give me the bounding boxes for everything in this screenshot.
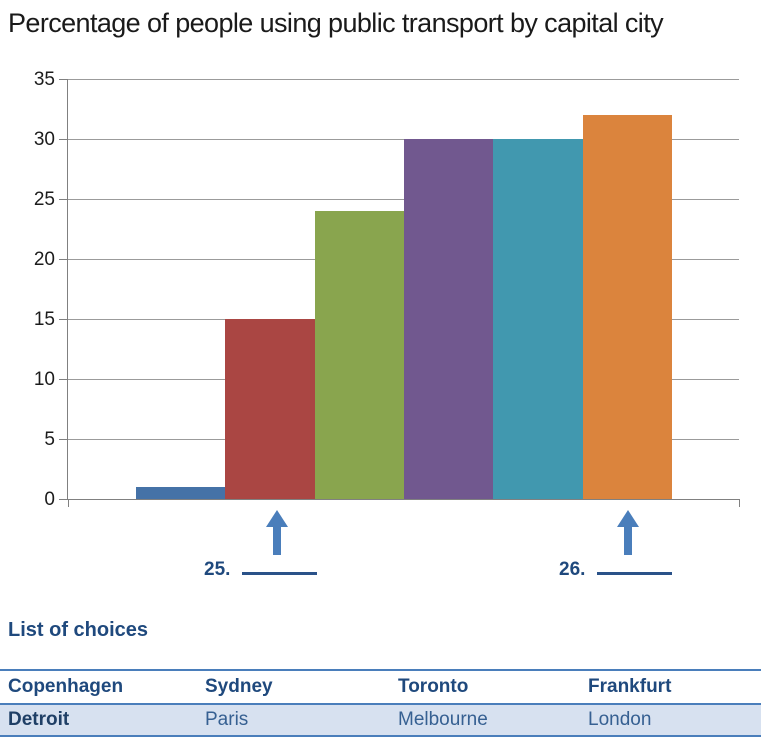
x-axis-left-tick: [68, 500, 69, 507]
arrow-up-shape: [617, 510, 639, 555]
bar-5: [493, 139, 584, 499]
arrow-up-icon: [266, 510, 288, 555]
y-tick-mark-30: [59, 139, 67, 140]
gridline-35: [68, 79, 739, 80]
y-tick-label-25: 25: [33, 189, 55, 210]
y-tick-mark-5: [59, 439, 67, 440]
choices-table: Copenhagen Sydney Toronto Frankfurt Detroit P…: [0, 669, 761, 737]
y-tick-mark-25: [59, 199, 67, 200]
bar-3: [314, 211, 405, 499]
choice-frankfurt: Frankfurt: [588, 676, 672, 697]
x-axis-right-tick: [739, 500, 740, 507]
y-tick-mark-10: [59, 379, 67, 380]
question-26: 26.: [559, 555, 673, 581]
choice-paris: Paris: [205, 709, 249, 730]
choice-toronto: Toronto: [398, 676, 469, 697]
y-tick-label-5: 5: [44, 429, 55, 450]
x-axis-line: [60, 499, 740, 500]
plot-area: [60, 79, 740, 507]
question-26-number: 26.: [559, 559, 586, 580]
question-25-answer-blank[interactable]: [242, 555, 318, 575]
arrow-up-shape: [266, 510, 288, 555]
arrow-up-icon: [617, 510, 639, 555]
y-tick-label-20: 20: [33, 249, 55, 270]
y-tick-label-30: 30: [33, 129, 55, 150]
choice-detroit: Detroit: [8, 709, 70, 730]
choice-melbourne: Melbourne: [398, 709, 488, 730]
y-tick-label-35: 35: [33, 69, 55, 90]
choice-sydney: Sydney: [205, 676, 273, 697]
y-tick-mark-15: [59, 319, 67, 320]
y-axis: 0 5 10 15 20 25 30 35: [0, 69, 67, 519]
chart-title: Percentage of people using public transp…: [8, 8, 664, 38]
question-26-answer-blank[interactable]: [597, 555, 673, 575]
bar-4: [404, 139, 494, 499]
choices-heading: List of choices: [8, 619, 149, 641]
bar-1: [136, 487, 226, 499]
y-tick-mark-35: [59, 79, 67, 80]
choice-copenhagen: Copenhagen: [8, 676, 124, 697]
bar-6: [582, 115, 673, 499]
gridline-25: [68, 199, 739, 200]
y-tick-mark-20: [59, 259, 67, 260]
question-25: 25.: [204, 555, 318, 581]
y-tick-label-10: 10: [33, 369, 55, 390]
gridline-30: [68, 139, 739, 140]
y-tick-label-0: 0: [44, 489, 55, 510]
choices-header-row: Copenhagen Sydney Toronto Frankfurt: [0, 671, 761, 705]
question-25-number: 25.: [204, 559, 231, 580]
choices-body-row: Detroit Paris Melbourne London: [0, 705, 761, 735]
bar-2: [225, 319, 316, 499]
choice-london: London: [588, 709, 652, 730]
y-tick-label-15: 15: [33, 309, 55, 330]
